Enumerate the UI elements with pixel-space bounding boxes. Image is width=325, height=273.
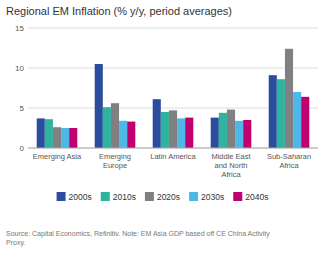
legend: 2000s 2010s 2020s 2030s 2040s: [57, 192, 269, 202]
x-tick-label-line: Africa: [221, 170, 241, 179]
bar: [153, 99, 161, 148]
x-tick-label-line: Africa: [279, 161, 299, 170]
bar: [37, 118, 45, 148]
bar: [235, 121, 243, 148]
x-tick-label-line: and North: [215, 161, 248, 170]
legend-swatch: [57, 192, 66, 201]
legend-swatch: [145, 192, 154, 201]
bar: [95, 64, 103, 148]
grid-line: [28, 28, 318, 29]
bar: [243, 120, 251, 148]
annotation-line: Proxy.: [6, 239, 25, 247]
y-tick-label: 10: [15, 64, 24, 73]
x-tick-label-line: Emerging: [99, 152, 131, 161]
legend-label: 2020s: [157, 192, 180, 202]
bar: [277, 79, 285, 148]
bar: [185, 118, 193, 148]
legend-swatch: [233, 192, 242, 201]
annotation-line: Source: Capital Economics, Refinitiv. No…: [6, 230, 270, 238]
legend-swatch: [101, 192, 110, 201]
annotation: Source: Capital Economics, Refinitiv. No…: [6, 230, 270, 247]
chart: Regional EM Inflation (% y/y, period ave…: [0, 0, 325, 273]
x-tick-label-line: Latin America: [150, 152, 196, 161]
grid-line: [28, 68, 318, 69]
bar: [219, 113, 227, 148]
bar: [285, 49, 293, 148]
legend-item: 2030s: [189, 192, 224, 202]
bar: [269, 75, 277, 148]
bar: [69, 128, 77, 148]
bar: [119, 121, 127, 148]
legend-item: 2000s: [57, 192, 92, 202]
x-tick-label-line: Middle East: [211, 152, 251, 161]
bar: [111, 103, 119, 148]
title: Regional EM Inflation (% y/y, period ave…: [6, 5, 232, 17]
x-tick-label-line: Sub-Saharan: [267, 152, 311, 161]
bar: [301, 97, 309, 148]
x-tick-label: Latin America: [150, 152, 196, 161]
y-tick-label: 5: [20, 104, 25, 113]
bars: [37, 49, 310, 148]
legend-label: 2030s: [201, 192, 224, 202]
legend-label: 2040s: [245, 192, 268, 202]
bar: [45, 119, 53, 148]
x-tick-label: Sub-SaharanAfrica: [267, 152, 311, 170]
y-tick-label: 0: [20, 144, 25, 153]
x-axis-line: [28, 148, 318, 149]
bar: [177, 118, 185, 148]
bar: [53, 127, 61, 148]
bar: [293, 92, 301, 148]
bar: [103, 107, 111, 148]
x-tick-label-line: Europe: [103, 161, 127, 170]
grid-line: [28, 148, 318, 149]
x-tick-label: Emerging Asia: [33, 152, 82, 161]
y-tick-label: 15: [15, 24, 24, 33]
x-tick-label-line: Emerging Asia: [33, 152, 82, 161]
bar: [169, 110, 177, 148]
bar: [227, 110, 235, 148]
legend-item: 2040s: [233, 192, 268, 202]
x-tick-label: Middle Eastand NorthAfrica: [211, 152, 251, 179]
bar: [61, 128, 69, 148]
bar: [127, 122, 135, 148]
legend-swatch: [189, 192, 198, 201]
legend-item: 2020s: [145, 192, 180, 202]
legend-item: 2010s: [101, 192, 136, 202]
legend-label: 2000s: [69, 192, 92, 202]
bar: [161, 112, 169, 148]
x-tick-label: EmergingEurope: [99, 152, 131, 170]
legend-label: 2010s: [113, 192, 136, 202]
bar: [211, 118, 219, 148]
